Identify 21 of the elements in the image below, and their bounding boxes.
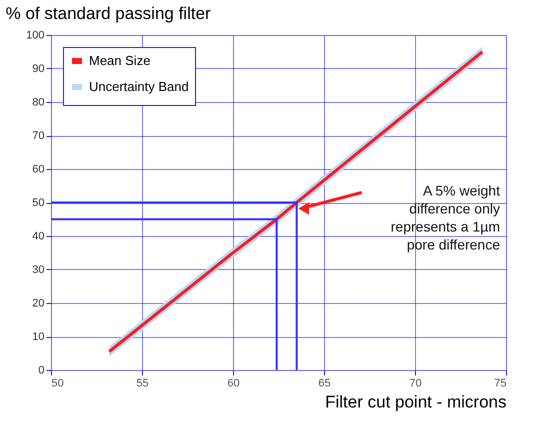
- legend-label: Mean Size: [89, 53, 150, 68]
- y-tick-label: 100: [26, 30, 44, 42]
- y-tick-label: 50: [32, 197, 44, 209]
- y-tick-label: 70: [32, 130, 44, 142]
- x-tick-label: 65: [318, 378, 331, 390]
- y-tick-label: 20: [32, 298, 44, 310]
- y-tick-label: 0: [38, 364, 44, 376]
- x-tick-label: 55: [136, 378, 149, 390]
- y-tick-label: 10: [32, 331, 44, 343]
- legend-label: Uncertainty Band: [89, 79, 189, 94]
- x-tick-label: 75: [494, 378, 506, 390]
- y-tick-label: 30: [32, 264, 44, 276]
- y-tick-label: 80: [32, 96, 44, 108]
- x-axis-title: Filter cut point - microns: [325, 392, 506, 412]
- y-tick-label: 60: [32, 164, 44, 176]
- chart-title: % of standard passing filter: [6, 4, 212, 23]
- y-tick-label: 90: [32, 63, 44, 75]
- y-tick-label: 40: [32, 230, 44, 242]
- x-tick-label: 60: [227, 378, 240, 390]
- x-tick-label: 70: [409, 378, 422, 390]
- x-tick-label: 50: [52, 378, 64, 390]
